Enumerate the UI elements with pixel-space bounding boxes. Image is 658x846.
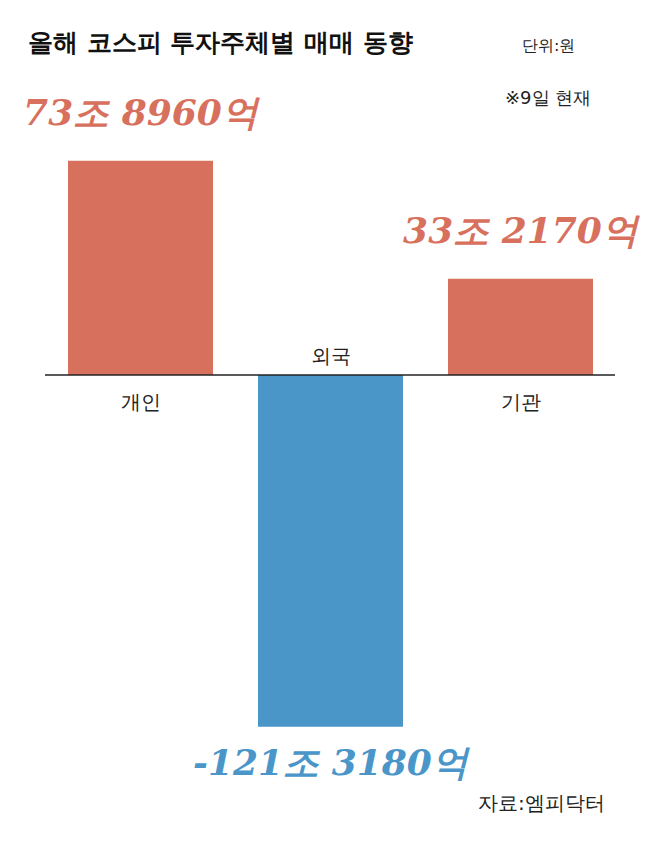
svg-text:-121조 3180억: -121조 3180억 [193,741,470,783]
svg-text:33조 2170억: 33조 2170억 [403,209,640,251]
html-text:올해 코스피 투자주체별 매매 동향: 올해 코스피 투자주체별 매매 동향 [28,28,413,57]
svg-text:기관: 기관 [501,390,541,414]
svg-text:개인: 개인 [121,390,161,414]
html-text:※9일 현재: ※9일 현재 [505,87,592,108]
html-text:자료:엠피닥터: 자료:엠피닥터 [478,791,605,815]
svg-text:외국: 외국 [311,344,351,368]
svg-text:73조 8960억: 73조 8960억 [23,91,260,133]
html-text:단위:원: 단위:원 [522,36,576,55]
